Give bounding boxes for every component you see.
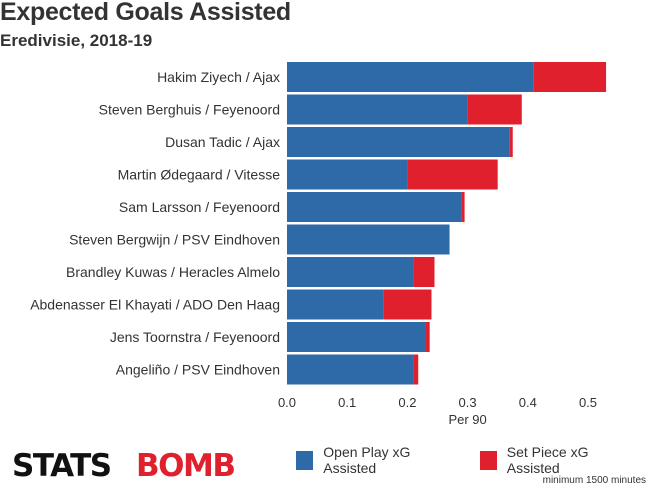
bar-set-piece <box>383 289 432 320</box>
bar-set-piece <box>533 62 607 92</box>
x-tick-label: 0.5 <box>579 395 597 410</box>
bar-chart: Hakim Ziyech / Ajax Steven Berghuis / Fey… <box>30 62 607 427</box>
category-label: Dusan Tadic / Ajax <box>165 134 280 150</box>
chart-legend: Open Play xG Assisted Set Piece xG Assis… <box>296 444 658 476</box>
category-label: Martin Ødegaard / Vitesse <box>118 167 281 183</box>
x-tick-label: 0.2 <box>398 395 416 410</box>
category-label: Hakim Ziyech / Ajax <box>157 69 280 85</box>
statsbomb-logo: STATS BOMB <box>12 446 252 487</box>
category-label: Brandley Kuwas / Heracles Almelo <box>66 264 280 280</box>
chart-title: Expected Goals Assisted <box>0 0 291 26</box>
bar-open-play <box>287 224 450 255</box>
statsbomb-logo-mark: STATS BOMB <box>12 448 236 484</box>
logo-text-bomb: BOMB <box>136 448 234 482</box>
x-tick-label: 0.1 <box>338 395 356 410</box>
legend-label-open-play: Open Play xG Assisted <box>323 444 411 476</box>
legend-item-set-piece: Set Piece xG Assisted <box>479 444 633 476</box>
bar-open-play <box>287 192 462 222</box>
bar-open-play <box>287 127 510 157</box>
bar-open-play <box>287 289 384 320</box>
logo-text-stats: STATS <box>12 448 111 482</box>
category-label: Abdenasser El Khayati / ADO Den Haag <box>30 297 280 313</box>
category-label: Jens Toornstra / Feyenoord <box>110 329 280 345</box>
bar-set-piece <box>509 127 513 157</box>
bar-set-piece <box>407 159 498 190</box>
bar-set-piece <box>425 322 430 352</box>
category-label: Steven Berghuis / Feyenoord <box>99 102 280 118</box>
x-tick-label: 0.3 <box>459 395 477 410</box>
category-label: Sam Larsson / Feyenoord <box>119 199 280 215</box>
bar-set-piece <box>413 257 435 287</box>
x-tick-label: 0.4 <box>519 395 537 410</box>
x-axis-title: Per 90 <box>448 412 486 427</box>
bar-open-play <box>287 354 414 385</box>
bar-set-piece <box>413 354 419 385</box>
legend-swatch-open-play <box>296 450 314 470</box>
category-label: Angeliño / PSV Eindhoven <box>116 362 280 378</box>
x-tick-label: 0.0 <box>278 395 296 410</box>
bar-open-play <box>287 257 414 287</box>
chart-footnote: minimum 1500 minutes <box>542 475 646 486</box>
bar-open-play <box>287 62 534 92</box>
bar-set-piece <box>461 192 465 222</box>
bar-open-play <box>287 94 468 125</box>
bar-set-piece <box>467 94 522 125</box>
legend-swatch-set-piece <box>479 450 497 470</box>
legend-item-open-play: Open Play xG Assisted <box>296 444 454 476</box>
bar-open-play <box>287 322 426 352</box>
legend-label-set-piece: Set Piece xG Assisted <box>506 444 589 476</box>
bar-open-play <box>287 159 408 190</box>
chart-subtitle: Eredivisie, 2018-19 <box>0 31 153 50</box>
category-label: Steven Bergwijn / PSV Eindhoven <box>69 232 280 248</box>
